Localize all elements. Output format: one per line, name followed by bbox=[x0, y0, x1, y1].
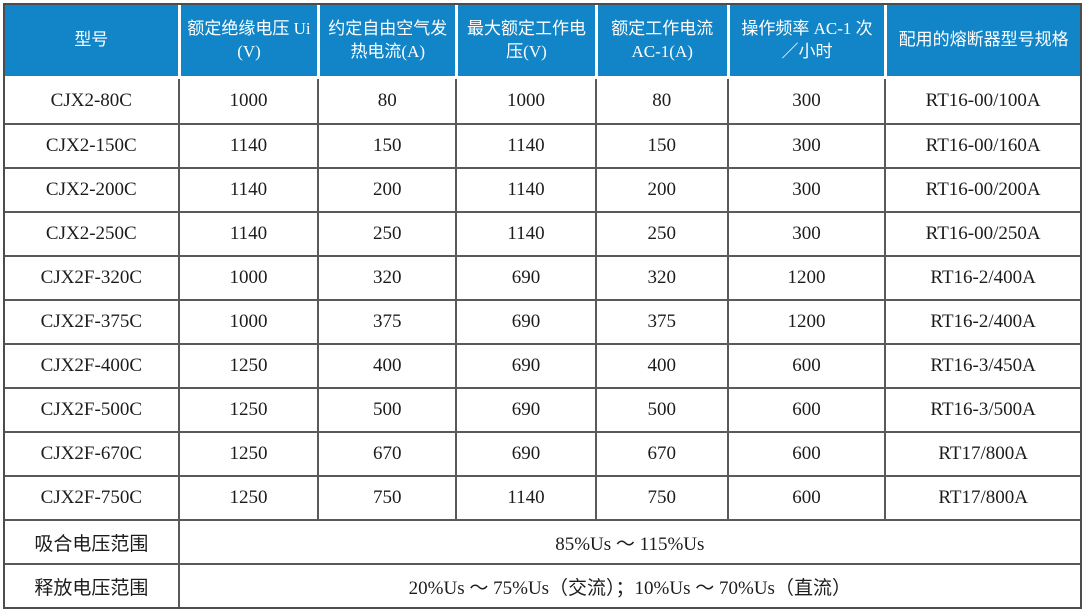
model-cell: CJX2-80C bbox=[50, 90, 132, 111]
fuse-cell: RT17/800A bbox=[884, 431, 1080, 475]
value-cell: 690 bbox=[455, 387, 595, 431]
value-cell: 320 bbox=[317, 255, 456, 299]
footer-row-pickup-voltage: 吸合电压范围 85%Us ～ 115%Us bbox=[5, 519, 1080, 563]
table-row: CJX2-150C 1140 150 1140 150 300 RT16-00/… bbox=[5, 123, 1080, 167]
table-row: CJX2F-750C 1250 750 1140 750 600 RT17/80… bbox=[5, 475, 1080, 519]
value-cell: 500 bbox=[594, 387, 727, 431]
footer-value-cell: 20%Us ～ 75%Us（交流）；10%Us ～ 70%Us（直流） bbox=[177, 563, 1080, 607]
value-cell: 750 bbox=[317, 475, 456, 519]
value-cell: 400 bbox=[594, 343, 727, 387]
value-cell: 1000 bbox=[177, 255, 318, 299]
value-cell: 300 bbox=[726, 79, 885, 123]
value-cell: 600 bbox=[726, 343, 885, 387]
footer-label-cell: 释放电压范围 bbox=[5, 563, 178, 607]
value-cell: 1140 bbox=[455, 475, 595, 519]
value-cell: 1140 bbox=[177, 123, 318, 167]
column-header-thermal-current: 约定自由空气发热电流(A) bbox=[317, 5, 456, 79]
value-cell: 80 bbox=[317, 79, 455, 123]
value-cell: 600 bbox=[726, 431, 885, 475]
model-cell: CJX2F-750C bbox=[5, 475, 178, 519]
value-cell: 250 bbox=[594, 211, 727, 255]
value-cell: 300 bbox=[726, 167, 885, 211]
value-cell: 80 bbox=[594, 79, 727, 123]
footer-value-cell: 85%Us ～ 115%Us bbox=[177, 519, 1080, 563]
table-row: CJX2-200C 1140 200 1140 200 300 RT16-00/… bbox=[5, 167, 1080, 211]
value-cell: 500 bbox=[317, 387, 456, 431]
value-cell: 320 bbox=[594, 255, 727, 299]
column-header-fuse-spec: 配用的熔断器型号规格 bbox=[884, 5, 1080, 79]
table-row: CJX2-250C 1140 250 1140 250 300 RT16-00/… bbox=[5, 211, 1080, 255]
value-cell: 1250 bbox=[177, 431, 318, 475]
fuse-cell: RT16-00/250A bbox=[884, 211, 1080, 255]
value-cell: 690 bbox=[455, 343, 595, 387]
value-cell: 1250 bbox=[177, 343, 318, 387]
value-cell: 670 bbox=[594, 431, 727, 475]
fuse-cell: RT17/800A bbox=[884, 475, 1080, 519]
value-cell: 670 bbox=[317, 431, 456, 475]
value-cell: 750 bbox=[594, 475, 727, 519]
value-cell: 1140 bbox=[455, 167, 595, 211]
fuse-cell: RT16-3/500A bbox=[884, 387, 1080, 431]
model-cell: CJX2-150C bbox=[5, 123, 178, 167]
fuse-cell: RT16-3/450A bbox=[884, 343, 1080, 387]
value-cell: 1140 bbox=[177, 211, 318, 255]
value-cell: 150 bbox=[317, 123, 456, 167]
value-cell: 1250 bbox=[177, 387, 318, 431]
table-row: CJX2F-670C 1250 670 690 670 600 RT17/800… bbox=[5, 431, 1080, 475]
value-cell: 300 bbox=[726, 211, 885, 255]
value-cell: 200 bbox=[317, 167, 456, 211]
table-row: CJX2F-320C 1000 320 690 320 1200 RT16-2/… bbox=[5, 255, 1080, 299]
value-cell: 1250 bbox=[177, 475, 318, 519]
footer-label-cell: 吸合电压范围 bbox=[5, 519, 178, 563]
value-cell: 1000 bbox=[455, 79, 595, 123]
model-cell: CJX2F-320C bbox=[5, 255, 178, 299]
value-cell: 250 bbox=[317, 211, 456, 255]
value-cell: 300 bbox=[726, 123, 885, 167]
spec-table: 型号 额定绝缘电压 Ui(V) 约定自由空气发热电流(A) 最大额定工作电压(V… bbox=[3, 3, 1082, 609]
value-cell: 375 bbox=[317, 299, 456, 343]
footer-row-release-voltage: 释放电压范围 20%Us ～ 75%Us（交流）；10%Us ～ 70%Us（直… bbox=[5, 563, 1080, 607]
value-cell: 400 bbox=[317, 343, 456, 387]
header-row: 型号 额定绝缘电压 Ui(V) 约定自由空气发热电流(A) 最大额定工作电压(V… bbox=[5, 5, 1080, 79]
table-row: CJX2F-375C 1000 375 690 375 1200 RT16-2/… bbox=[5, 299, 1080, 343]
table-row: CJX2F-500C 1250 500 690 500 600 RT16-3/5… bbox=[5, 387, 1080, 431]
column-header-operating-frequency: 操作频率 AC-1 次／小时 bbox=[726, 5, 885, 79]
fuse-cell: RT16-00/160A bbox=[884, 123, 1080, 167]
model-cell: CJX2F-670C bbox=[5, 431, 178, 475]
value-cell: 150 bbox=[594, 123, 727, 167]
fuse-cell: RT16-2/400A bbox=[884, 255, 1080, 299]
value-cell: 690 bbox=[455, 299, 595, 343]
model-cell: CJX2-200C bbox=[5, 167, 178, 211]
model-cell: CJX2-250C bbox=[5, 211, 178, 255]
column-header-model: 型号 bbox=[5, 5, 178, 79]
model-cell: CJX2F-375C bbox=[5, 299, 178, 343]
value-cell: 1000 bbox=[177, 79, 318, 123]
table-row: CJX2-80C 1000 80 1000 80 300 RT16-00/100… bbox=[5, 79, 1080, 123]
value-cell: 600 bbox=[726, 387, 885, 431]
value-cell: 1200 bbox=[726, 299, 885, 343]
fuse-cell: RT16-00/200A bbox=[884, 167, 1080, 211]
value-cell: 375 bbox=[594, 299, 727, 343]
value-cell: 1140 bbox=[455, 123, 595, 167]
column-header-max-working-voltage: 最大额定工作电压(V) bbox=[455, 5, 595, 79]
column-header-working-current: 额定工作电流 AC-1(A) bbox=[594, 5, 727, 79]
value-cell: 1000 bbox=[177, 299, 318, 343]
model-cell: CJX2F-500C bbox=[5, 387, 178, 431]
value-cell: 200 bbox=[594, 167, 727, 211]
fuse-cell: RT16-00/100A bbox=[884, 79, 1080, 123]
model-cell: CJX2F-400C bbox=[5, 343, 178, 387]
table-row: CJX2F-400C 1250 400 690 400 600 RT16-3/4… bbox=[5, 343, 1080, 387]
value-cell: 1200 bbox=[726, 255, 885, 299]
value-cell: 600 bbox=[726, 475, 885, 519]
value-cell: 1140 bbox=[177, 167, 318, 211]
value-cell: 690 bbox=[455, 255, 595, 299]
fuse-cell: RT16-2/400A bbox=[884, 299, 1080, 343]
value-cell: 1140 bbox=[455, 211, 595, 255]
column-header-insulation-voltage: 额定绝缘电压 Ui(V) bbox=[177, 5, 318, 79]
value-cell: 690 bbox=[455, 431, 595, 475]
